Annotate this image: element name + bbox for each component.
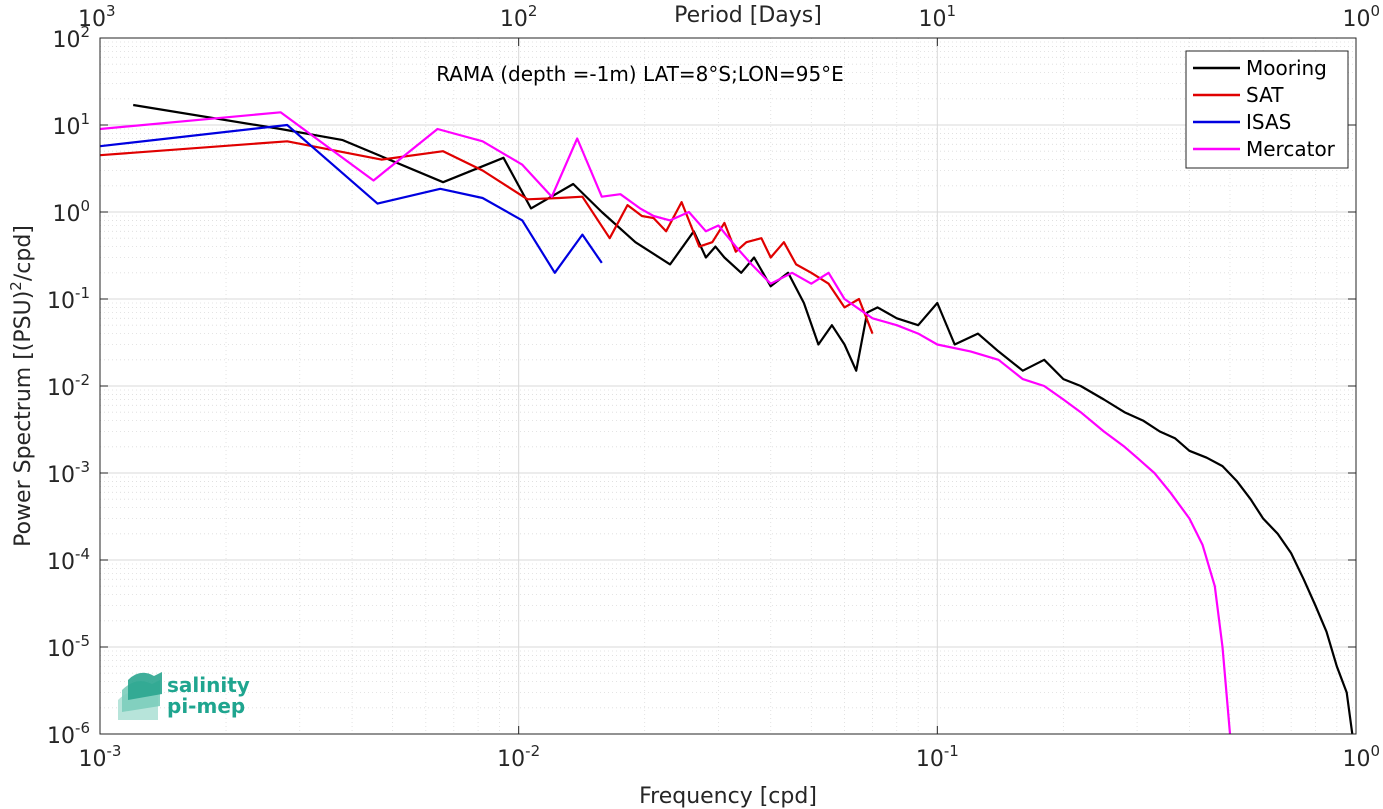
y-tick-label: 10-6 <box>47 719 90 749</box>
y-axis-label-exponent: 2 <box>7 281 25 291</box>
x-tick-label: 10-2 <box>497 742 540 772</box>
top-tick-label: 100 <box>1342 2 1380 32</box>
legend-label-mooring: Mooring <box>1246 56 1327 80</box>
top-tick-label: 102 <box>500 2 538 32</box>
logo-line-2: pi-mep <box>167 694 245 718</box>
legend-label-sat: SAT <box>1246 83 1284 107</box>
y-tick-label: 10-1 <box>47 284 90 314</box>
x-tick-label: 10-3 <box>79 742 122 772</box>
series-layer <box>100 103 1354 734</box>
y-tick-label: 10-4 <box>47 545 90 575</box>
series-line-isas <box>100 123 603 274</box>
legend-label-isas: ISAS <box>1246 110 1291 134</box>
top-axis-label: Period [Days] <box>674 3 822 28</box>
legend-label-mercator: Mercator <box>1246 137 1336 161</box>
chart-title: RAMA (depth =-1m) LAT=8°S;LON=95°E <box>436 62 844 86</box>
x-tick-label: 10-1 <box>916 742 959 772</box>
top-tick-label: 101 <box>919 2 957 32</box>
legend: Mooring SAT ISAS Mercator <box>1185 50 1349 169</box>
top-tick-label: 103 <box>78 2 116 32</box>
tick-marks <box>99 37 1357 735</box>
series-line-sat <box>100 140 874 334</box>
logo-line-1: salinity <box>167 673 250 697</box>
salinity-pi-mep-logo: salinity pi-mep <box>118 672 250 720</box>
x-axis-label: Frequency [cpd] <box>639 784 817 809</box>
y-tick-label: 102 <box>52 23 90 53</box>
y-tick-label: 100 <box>52 197 90 227</box>
y-axis-label-unit: /cpd] <box>11 225 36 281</box>
y-tick-label: 10-5 <box>47 632 90 662</box>
y-axis-label: Power Spectrum [(PSU)2/cpd] <box>7 225 36 547</box>
y-tick-label: 10-2 <box>47 371 90 401</box>
series-line-mercator <box>100 111 1232 734</box>
x-tick-label: 100 <box>1342 742 1380 772</box>
y-tick-label: 10-3 <box>47 458 90 488</box>
y-tick-label: 101 <box>52 110 90 140</box>
series-line-mooring <box>133 103 1354 734</box>
y-axis-label-main: Power Spectrum [(PSU) <box>11 291 36 547</box>
